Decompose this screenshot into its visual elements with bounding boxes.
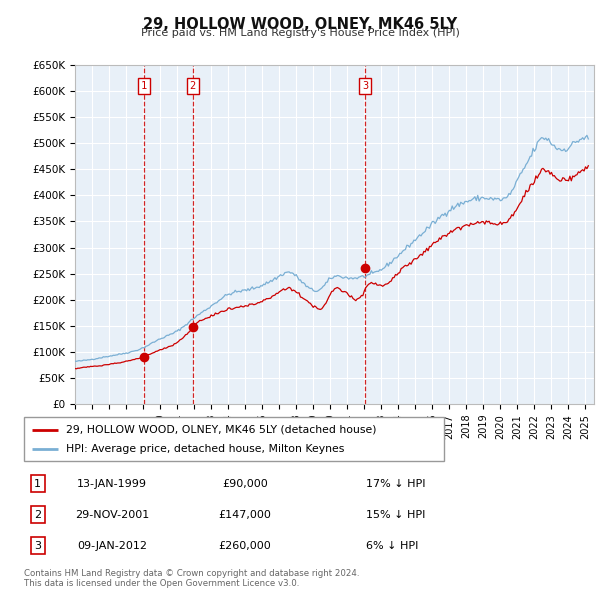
Text: £260,000: £260,000 xyxy=(218,541,271,551)
Text: 17% ↓ HPI: 17% ↓ HPI xyxy=(366,478,426,489)
Text: 1: 1 xyxy=(34,478,41,489)
Text: 29, HOLLOW WOOD, OLNEY, MK46 5LY: 29, HOLLOW WOOD, OLNEY, MK46 5LY xyxy=(143,17,457,31)
Text: 6% ↓ HPI: 6% ↓ HPI xyxy=(366,541,419,551)
Text: 2: 2 xyxy=(34,510,41,520)
Text: 2: 2 xyxy=(190,81,196,91)
Text: 15% ↓ HPI: 15% ↓ HPI xyxy=(366,510,425,520)
Text: HPI: Average price, detached house, Milton Keynes: HPI: Average price, detached house, Milt… xyxy=(66,444,344,454)
Text: 29-NOV-2001: 29-NOV-2001 xyxy=(75,510,149,520)
Text: 29, HOLLOW WOOD, OLNEY, MK46 5LY (detached house): 29, HOLLOW WOOD, OLNEY, MK46 5LY (detach… xyxy=(66,425,377,434)
Text: £147,000: £147,000 xyxy=(218,510,271,520)
Text: Price paid vs. HM Land Registry's House Price Index (HPI): Price paid vs. HM Land Registry's House … xyxy=(140,28,460,38)
Text: £90,000: £90,000 xyxy=(222,478,268,489)
Text: 09-JAN-2012: 09-JAN-2012 xyxy=(77,541,148,551)
FancyBboxPatch shape xyxy=(24,417,444,461)
Text: 3: 3 xyxy=(362,81,368,91)
Text: 3: 3 xyxy=(34,541,41,551)
Text: 1: 1 xyxy=(140,81,147,91)
Text: 13-JAN-1999: 13-JAN-1999 xyxy=(77,478,148,489)
Text: Contains HM Land Registry data © Crown copyright and database right 2024.
This d: Contains HM Land Registry data © Crown c… xyxy=(24,569,359,588)
